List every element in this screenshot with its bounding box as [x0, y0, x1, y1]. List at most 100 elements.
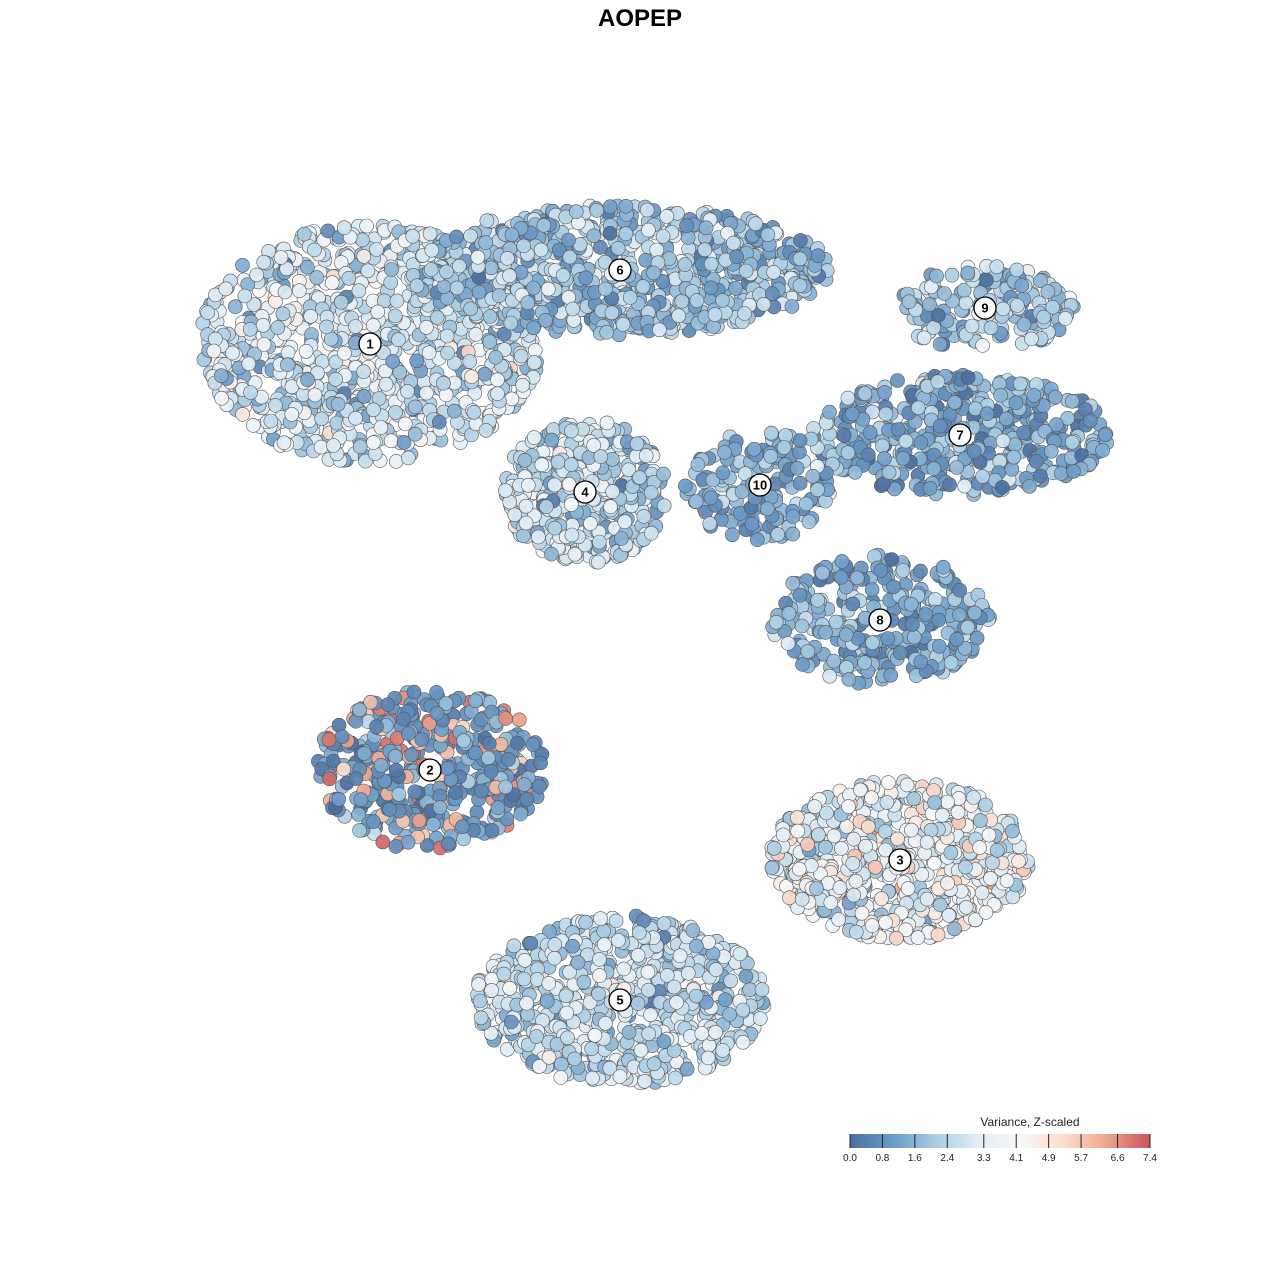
- data-point-cluster-2: [331, 791, 347, 807]
- data-point-cluster-6: [698, 220, 714, 236]
- data-point-cluster-1: [409, 353, 425, 369]
- data-point-cluster-2: [321, 732, 337, 748]
- data-point-cluster-7: [1004, 461, 1020, 477]
- data-point-cluster-5: [621, 1025, 637, 1040]
- data-point-cluster-9: [1058, 311, 1073, 326]
- data-point-cluster-4: [617, 514, 633, 530]
- data-point-cluster-9: [929, 268, 944, 284]
- data-point-cluster-5: [576, 974, 592, 990]
- data-point-cluster-2: [322, 771, 337, 787]
- data-point-cluster-3: [841, 799, 856, 814]
- data-point-cluster-2: [498, 711, 514, 726]
- data-point-cluster-3: [940, 875, 955, 891]
- data-point-cluster-1: [218, 281, 233, 297]
- data-point-cluster-1: [440, 345, 455, 361]
- data-point-cluster-5: [718, 992, 733, 1008]
- data-point-cluster-1: [378, 376, 394, 392]
- data-point-cluster-3: [764, 860, 780, 876]
- data-point-cluster-1: [431, 414, 447, 430]
- data-point-cluster-5: [596, 923, 612, 939]
- data-point-cluster-1: [388, 454, 404, 469]
- data-point-cluster-5: [516, 971, 532, 987]
- data-point-cluster-6: [726, 235, 741, 251]
- data-point-cluster-8: [785, 575, 801, 591]
- data-point-cluster-10: [703, 490, 719, 506]
- data-point-cluster-2: [498, 779, 513, 795]
- data-point-cluster-8: [906, 629, 922, 645]
- data-point-cluster-5: [668, 1070, 683, 1086]
- data-point-cluster-1: [228, 299, 243, 315]
- data-point-cluster-9: [1036, 309, 1051, 325]
- data-point-cluster-3: [904, 822, 919, 838]
- data-point-cluster-2: [380, 697, 396, 713]
- data-point-cluster-10: [724, 527, 740, 543]
- data-point-cluster-5: [669, 995, 684, 1010]
- data-point-cluster-5: [630, 947, 646, 963]
- data-point-cluster-7: [860, 447, 876, 463]
- data-point-cluster-6: [598, 281, 613, 297]
- data-point-cluster-2: [373, 757, 389, 773]
- data-point-cluster-1: [268, 398, 283, 413]
- data-point-cluster-3: [848, 873, 864, 889]
- data-point-cluster-1: [300, 372, 315, 388]
- data-point-cluster-8: [865, 635, 880, 651]
- data-point-cluster-1: [319, 319, 334, 335]
- data-point-cluster-1: [392, 364, 408, 380]
- data-point-cluster-6: [764, 286, 780, 301]
- data-point-cluster-6: [766, 264, 781, 280]
- data-point-cluster-10: [744, 516, 760, 532]
- data-point-cluster-8: [927, 592, 943, 607]
- data-point-cluster-7: [995, 433, 1011, 449]
- data-point-cluster-8: [794, 618, 810, 634]
- data-point-cluster-9: [901, 294, 917, 310]
- data-point-cluster-7: [957, 478, 972, 494]
- data-point-cluster-5: [732, 946, 748, 962]
- data-point-cluster-6: [792, 251, 808, 267]
- data-point-cluster-1: [407, 399, 423, 415]
- data-point-cluster-3: [900, 881, 916, 896]
- data-point-cluster-9: [1033, 273, 1048, 289]
- data-point-cluster-6: [602, 226, 618, 241]
- data-point-cluster-1: [296, 226, 312, 242]
- data-point-cluster-7: [844, 406, 860, 422]
- data-point-cluster-3: [890, 831, 905, 847]
- data-point-cluster-8: [822, 668, 838, 684]
- data-point-cluster-9: [995, 301, 1011, 317]
- data-point-cluster-5: [633, 1043, 649, 1058]
- data-point-cluster-2: [348, 771, 364, 787]
- data-point-cluster-2: [501, 752, 516, 767]
- data-point-cluster-4: [544, 546, 559, 562]
- data-point-cluster-6: [737, 306, 752, 321]
- data-point-cluster-9: [1009, 262, 1025, 278]
- data-point-cluster-2: [369, 719, 384, 735]
- data-point-cluster-4: [547, 520, 563, 536]
- data-point-cluster-3: [978, 797, 993, 813]
- data-point-cluster-6: [659, 209, 675, 224]
- data-point-cluster-9: [937, 286, 952, 301]
- data-point-cluster-6: [748, 216, 763, 231]
- data-point-cluster-5: [558, 988, 574, 1004]
- data-point-cluster-1: [419, 319, 434, 335]
- data-point-cluster-6: [561, 232, 576, 248]
- data-point-cluster-2: [365, 814, 381, 829]
- data-point-cluster-2: [414, 732, 430, 747]
- data-point-cluster-1: [291, 283, 307, 299]
- data-point-cluster-6: [792, 278, 808, 293]
- data-point-cluster-3: [889, 930, 904, 946]
- data-point-cluster-4: [564, 423, 579, 439]
- data-point-cluster-3: [818, 839, 833, 855]
- data-point-cluster-1: [256, 254, 272, 270]
- data-point-cluster-1: [466, 404, 482, 420]
- data-point-cluster-3: [854, 905, 870, 921]
- data-point-cluster-1: [263, 413, 279, 429]
- data-point-cluster-10: [805, 468, 821, 484]
- data-point-cluster-5: [640, 964, 656, 980]
- data-point-cluster-6: [562, 249, 578, 265]
- data-point-cluster-6: [784, 299, 800, 314]
- data-point-cluster-1: [490, 386, 505, 401]
- data-point-cluster-2: [404, 747, 420, 763]
- data-point-cluster-9: [964, 318, 980, 334]
- data-point-cluster-8: [833, 569, 849, 585]
- data-point-cluster-3: [845, 856, 861, 871]
- data-point-cluster-10: [801, 514, 817, 530]
